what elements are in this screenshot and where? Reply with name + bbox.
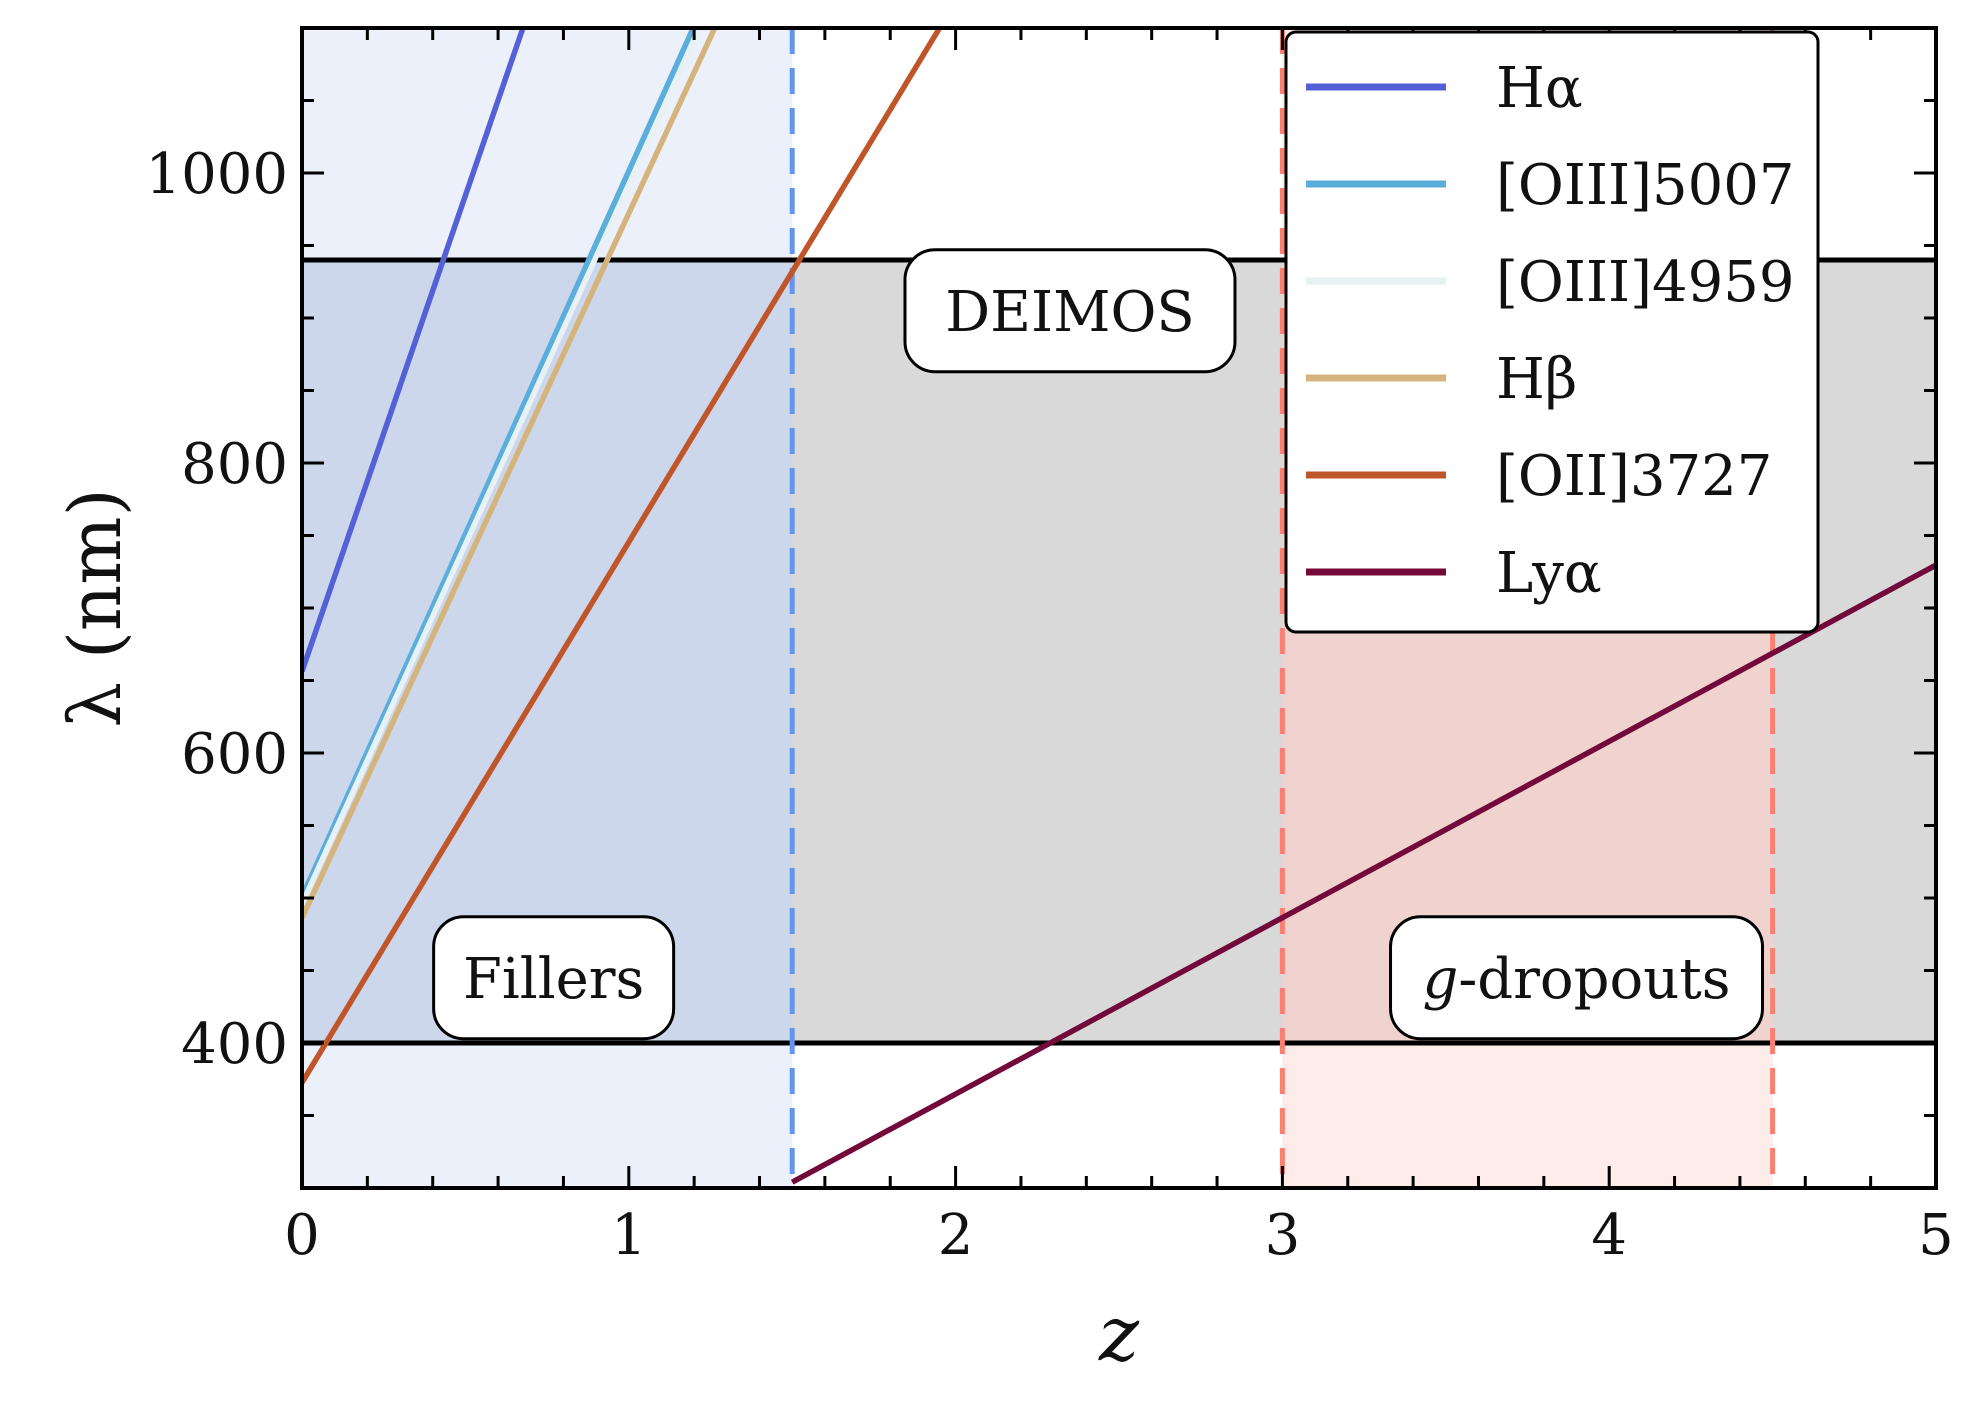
annotation-box-2 — [1389, 915, 1765, 1041]
legend-entry-4: [OII]3727 — [1496, 444, 1772, 509]
legend: Hα [OIII]5007 [OIII]4959 Hβ [OII]3727 Lyα — [1284, 30, 1820, 634]
legend-entry-0: Hα — [1496, 56, 1583, 121]
y-tick-label: 1000 — [145, 142, 288, 207]
x-tick-label: 1 — [611, 1203, 647, 1268]
series-line-5 — [790, 562, 1936, 1185]
annotation-label-2: g-dropouts — [1423, 947, 1731, 1012]
x-tick-label: 5 — [1918, 1203, 1954, 1268]
x-tick-label: 4 — [1591, 1203, 1627, 1268]
emission-line-series — [302, 28, 1936, 1185]
legend-entry-3: Hβ — [1496, 347, 1577, 412]
y-tick-label: 600 — [181, 722, 288, 787]
y-axis-label: λ (nm) — [53, 488, 137, 727]
annotations: DEIMOS Fillers g-dropouts — [432, 248, 1765, 1041]
series-line-0 — [302, 28, 526, 673]
y-tick-label: 800 — [181, 432, 288, 497]
x-axis-label: z — [1098, 1289, 1140, 1378]
annotation-label-1: Fillers — [463, 947, 644, 1012]
x-tick-label: 2 — [938, 1203, 974, 1268]
tick-labels: 0 1 2 3 4 5 400 600 800 1000 — [145, 142, 1953, 1268]
series-line-1 — [302, 28, 696, 899]
annotation-label-0: DEIMOS — [945, 280, 1195, 345]
legend-entry-5: Lyα — [1496, 541, 1602, 606]
y-tick-label: 400 — [181, 1012, 288, 1077]
x-tick-label: 3 — [1265, 1203, 1301, 1268]
series-line-3 — [302, 28, 718, 920]
legend-entry-1: [OIII]5007 — [1496, 153, 1794, 218]
annotation-box-1 — [432, 915, 676, 1041]
legend-entry-2: [OIII]4959 — [1496, 250, 1794, 315]
x-tick-label: 0 — [284, 1203, 320, 1268]
annotation-box-0 — [903, 248, 1237, 374]
series-line-4 — [302, 28, 942, 1085]
series-line-2 — [302, 28, 703, 906]
axes-frame — [300, 26, 1938, 1190]
